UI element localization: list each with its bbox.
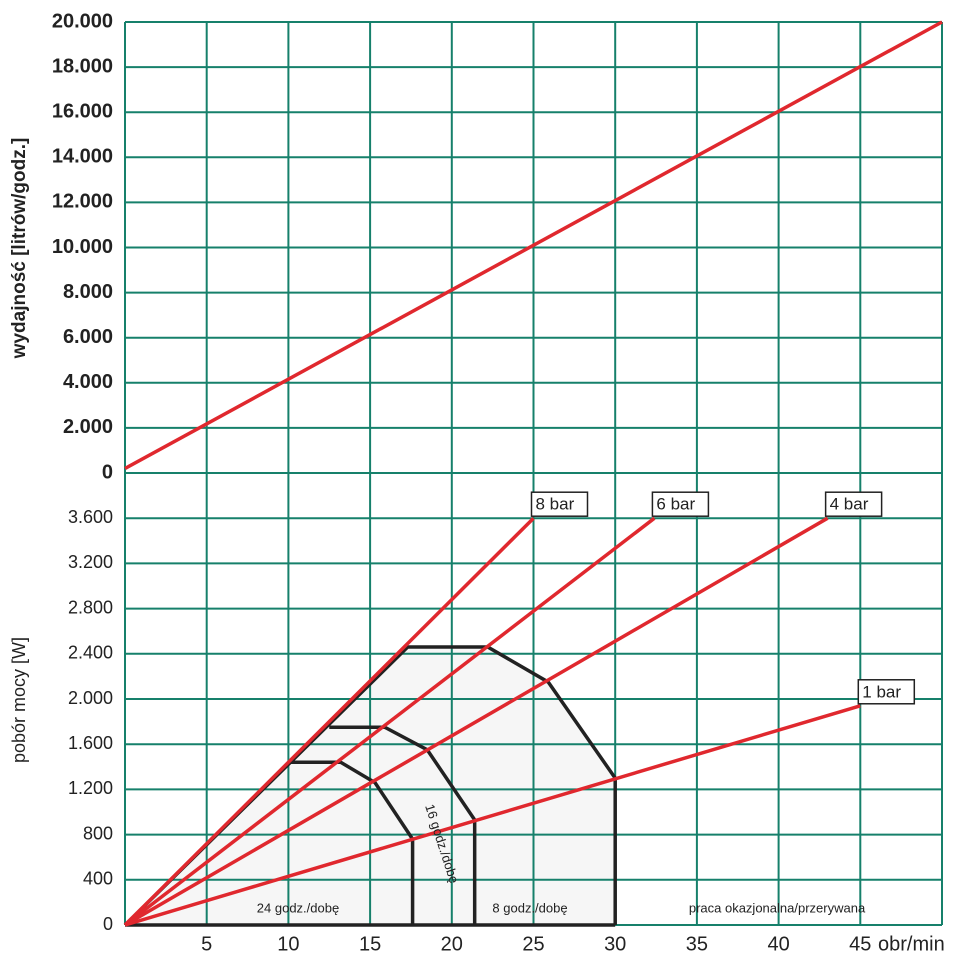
x-tick-label: 40 xyxy=(767,933,789,955)
x-tick-label: 5 xyxy=(201,933,212,955)
zone-label: praca okazjonalna/przerywana xyxy=(689,900,866,915)
zone-label: 8 godz./dobę xyxy=(492,900,567,915)
y-tick-label: 6.000 xyxy=(63,326,113,348)
y-tick-label: 1.200 xyxy=(68,778,113,798)
y-tick-label: 18.000 xyxy=(52,55,113,77)
y-tick-label: 0 xyxy=(103,914,113,934)
y-tick-label: 12.000 xyxy=(52,191,113,213)
legend-box xyxy=(824,491,883,517)
series-line xyxy=(124,20,943,471)
legend-label: 1 bar xyxy=(862,682,901,701)
y-tick-label: 10.000 xyxy=(52,236,113,258)
x-tick-label: 30 xyxy=(604,933,626,955)
y-tick-label: 2.000 xyxy=(68,688,113,708)
y-tick-label: 0 xyxy=(102,461,113,483)
y-tick-label: 4.000 xyxy=(63,371,113,393)
y-tick-label: 16.000 xyxy=(52,100,113,122)
y-tick-label: 3.200 xyxy=(68,552,113,572)
y-tick-label: 3.600 xyxy=(68,507,113,527)
legend-label: 8 bar xyxy=(536,495,575,514)
legend-box xyxy=(857,679,916,705)
x-tick-label: 15 xyxy=(359,933,381,955)
series-line xyxy=(123,516,656,927)
series-line xyxy=(124,704,861,927)
x-axis-label: obr/min xyxy=(878,933,945,955)
legend-box xyxy=(651,491,710,517)
y-tick-label: 2.800 xyxy=(68,597,113,617)
zone-label: 24 godz./dobę xyxy=(257,900,339,915)
y-tick-label: 800 xyxy=(83,823,113,843)
legend-label: 4 bar xyxy=(830,495,869,514)
zone-boundary xyxy=(123,645,617,927)
legend-box xyxy=(530,491,589,517)
y-tick-label: 400 xyxy=(83,869,113,889)
y-tick-label: 1.600 xyxy=(68,733,113,753)
zone-boundary xyxy=(288,760,415,925)
y-tick-label: 20.000 xyxy=(52,10,113,32)
x-tick-label: 10 xyxy=(277,933,299,955)
x-tick-label: 20 xyxy=(441,933,463,955)
series-line xyxy=(124,516,829,927)
x-tick-label: 45 xyxy=(849,933,871,955)
y-tick-label: 14.000 xyxy=(52,146,113,168)
x-tick-label: 35 xyxy=(686,933,708,955)
legend-label: 6 bar xyxy=(656,495,695,514)
y-axis-label: pobór mocy [W] xyxy=(9,637,29,763)
series-line xyxy=(123,516,535,927)
y-tick-label: 8.000 xyxy=(63,281,113,303)
y-tick-label: 2.400 xyxy=(68,643,113,663)
y-tick-label: 2.000 xyxy=(63,416,113,438)
y-axis-label: wydajność [litrów/godz.] xyxy=(9,138,30,360)
x-tick-label: 25 xyxy=(522,933,544,955)
